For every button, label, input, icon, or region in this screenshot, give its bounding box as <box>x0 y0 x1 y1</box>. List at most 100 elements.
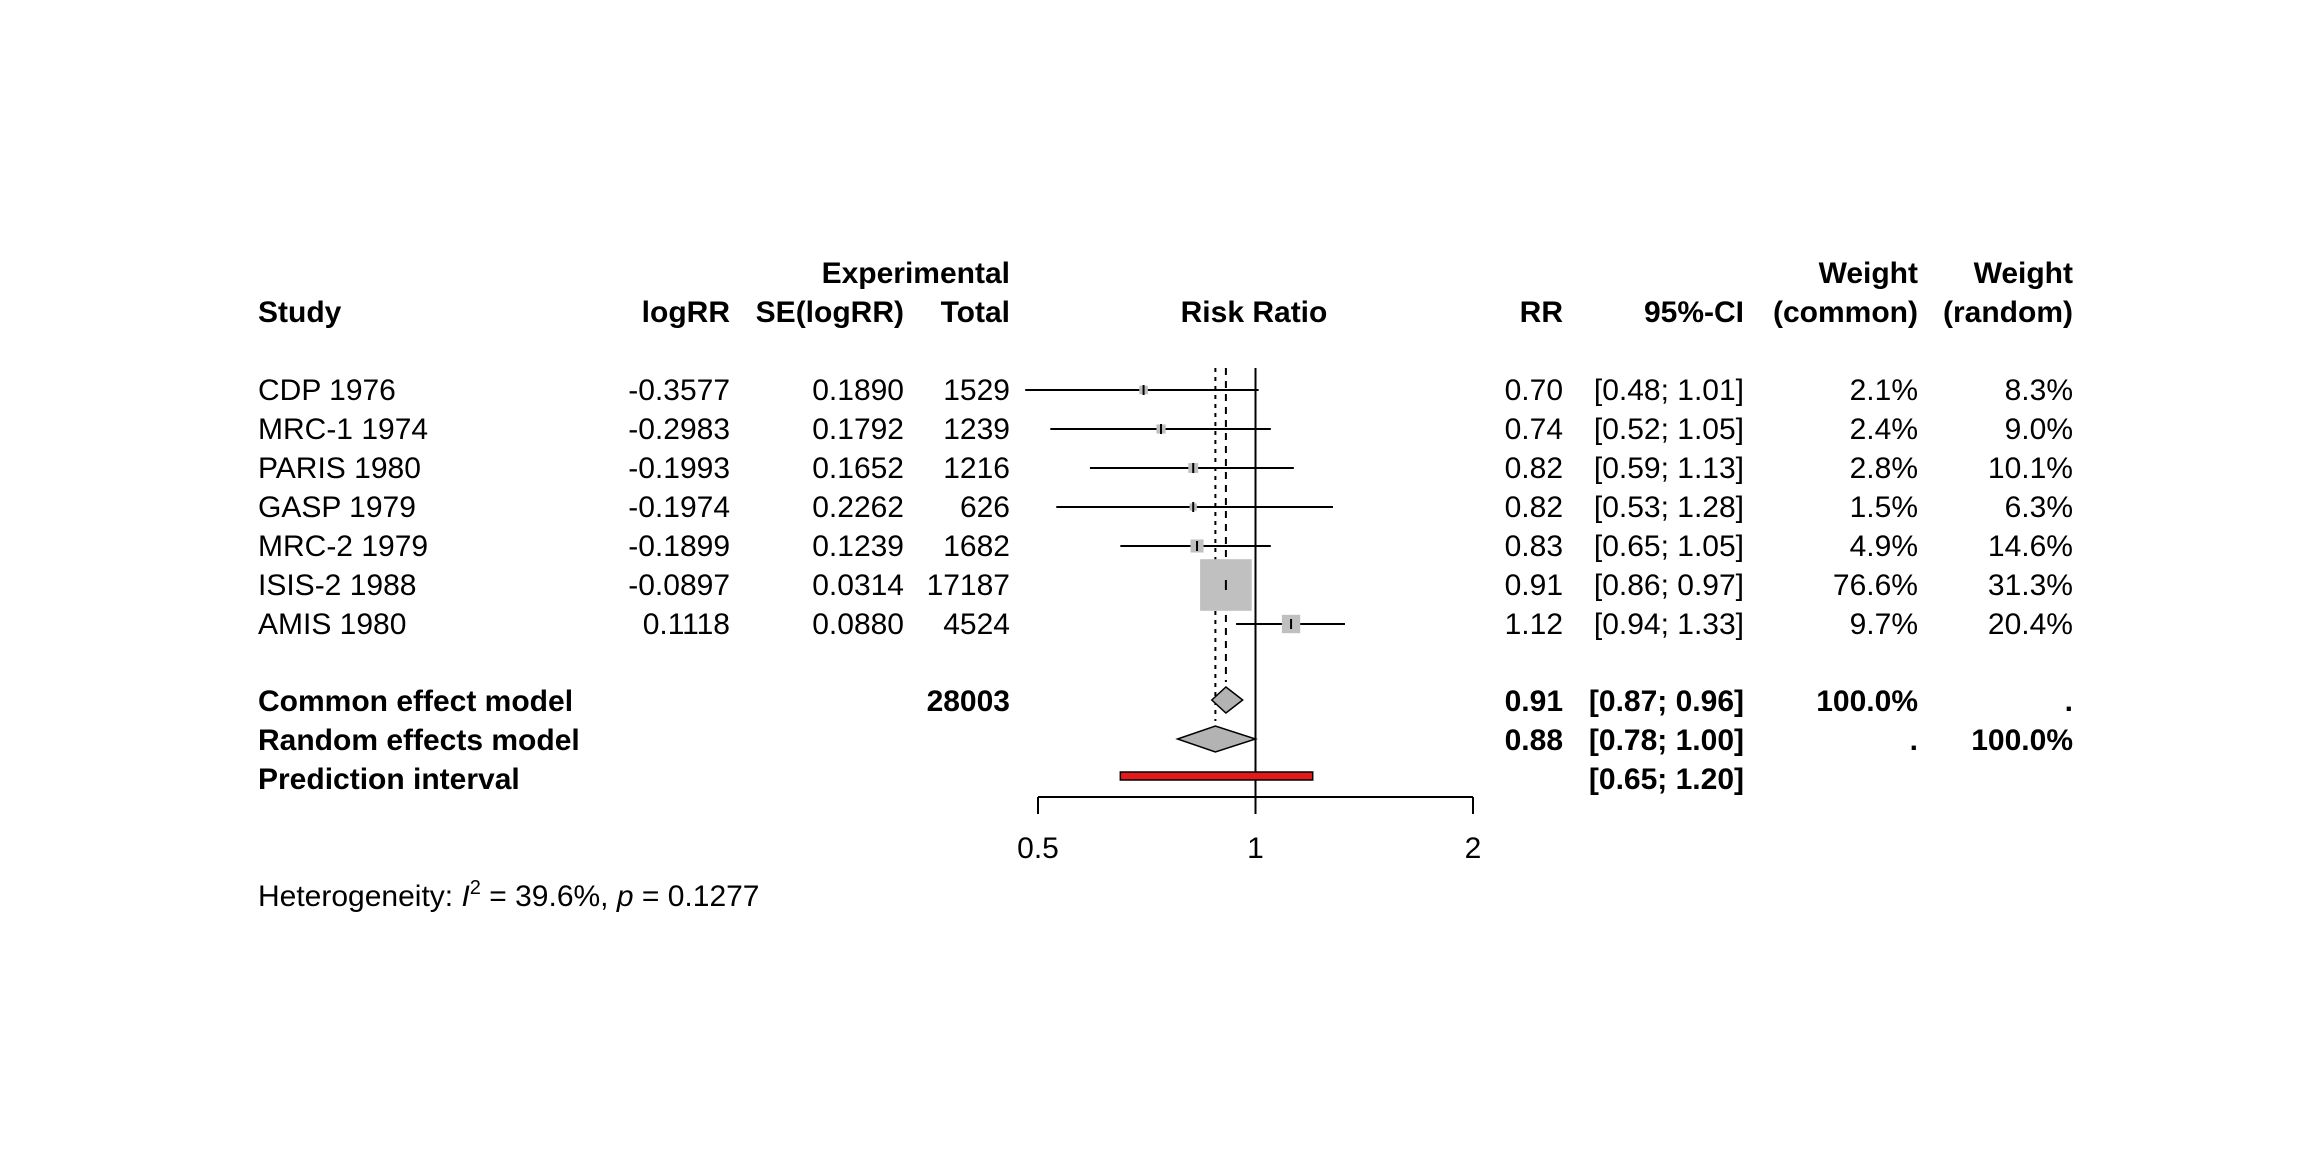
header-se: SE(logRR) <box>756 296 904 329</box>
study-logrr: -0.2983 <box>628 413 730 446</box>
common-weight-random: . <box>2065 685 2073 718</box>
study-se: 0.2262 <box>812 491 904 524</box>
study-total: 4524 <box>943 608 1010 641</box>
study-weight-random: 6.3% <box>2005 491 2073 524</box>
study-weight-common: 1.5% <box>1850 491 1918 524</box>
i2-symbol: I <box>461 880 469 913</box>
column-headers: Study logRR SE(logRR) Experimental Total… <box>258 257 2073 329</box>
study-se: 0.0880 <box>812 608 904 641</box>
prediction-label: Prediction interval <box>258 763 520 796</box>
x-tick-label: 2 <box>1465 832 1482 865</box>
random-ci: [0.78; 1.00] <box>1589 724 1744 757</box>
study-rr: 0.83 <box>1505 530 1563 563</box>
study-name: GASP 1979 <box>258 491 416 524</box>
study-ci: [0.94; 1.33] <box>1594 608 1744 641</box>
study-weight-common: 9.7% <box>1850 608 1918 641</box>
study-weight-random: 20.4% <box>1988 608 2073 641</box>
table-row: MRC-2 1979 -0.1899 0.1239 1682 0.83 [0.65; 1.… <box>258 530 2073 563</box>
i2-superscript: 2 <box>470 877 481 899</box>
study-name: CDP 1976 <box>258 374 396 407</box>
header-total: Total <box>941 296 1010 329</box>
study-logrr: -0.3577 <box>628 374 730 407</box>
table-row: GASP 1979 -0.1974 0.2262 626 0.82 [0.53; 1.28… <box>258 491 2073 524</box>
common-rr: 0.91 <box>1505 685 1563 718</box>
study-name: AMIS 1980 <box>258 608 406 641</box>
common-effect-diamond <box>1210 686 1244 714</box>
study-total: 17187 <box>927 569 1010 602</box>
random-rr: 0.88 <box>1505 724 1563 757</box>
x-axis: 0.5 1 2 <box>1017 796 1482 865</box>
study-rr: 1.12 <box>1505 608 1563 641</box>
table-row: CDP 1976 -0.3577 0.1890 1529 0.70 [0.48; 1.01… <box>258 374 2073 407</box>
summary-rows: Common effect model 28003 0.91 [0.87; 0.… <box>258 685 2073 796</box>
study-weight-random: 9.0% <box>2005 413 2073 446</box>
study-rr: 0.82 <box>1505 491 1563 524</box>
random-weight-random: 100.0% <box>1971 724 2073 757</box>
study-total: 1216 <box>943 452 1010 485</box>
table-row: PARIS 1980 -0.1993 0.1652 1216 0.82 [0.59; 1.… <box>258 452 2073 485</box>
heterogeneity-text: Heterogeneity: I2 = 39.6%, p = 0.1277 <box>258 877 760 913</box>
study-weight-random: 8.3% <box>2005 374 2073 407</box>
header-weight-random-1: Weight <box>1974 257 2073 290</box>
forest-marks <box>1025 368 1345 797</box>
random-effects-diamond <box>1175 725 1258 753</box>
study-ci: [0.86; 0.97] <box>1594 569 1744 602</box>
header-rr: RR <box>1520 296 1564 329</box>
study-rr: 0.70 <box>1505 374 1563 407</box>
study-ci: [0.52; 1.05] <box>1594 413 1744 446</box>
study-total: 626 <box>960 491 1010 524</box>
table-row: MRC-1 1974 -0.2983 0.1792 1239 0.74 [0.52; 1.… <box>258 413 2073 446</box>
study-weight-common: 2.1% <box>1850 374 1918 407</box>
random-weight-common: . <box>1910 724 1918 757</box>
table-row: ISIS-2 1988 -0.0897 0.0314 17187 0.91 [0.86; … <box>258 569 2073 602</box>
header-experimental: Experimental <box>822 257 1010 290</box>
study-logrr: -0.0897 <box>628 569 730 602</box>
random-label: Random effects model <box>258 724 580 757</box>
study-se: 0.0314 <box>812 569 904 602</box>
header-study: Study <box>258 296 342 329</box>
x-tick-label: 1 <box>1247 832 1264 865</box>
study-ci: [0.65; 1.05] <box>1594 530 1744 563</box>
study-logrr: -0.1993 <box>628 452 730 485</box>
common-weight-common: 100.0% <box>1816 685 1918 718</box>
prediction-interval-bar <box>1119 771 1314 781</box>
study-ci: [0.48; 1.01] <box>1594 374 1744 407</box>
study-total: 1682 <box>943 530 1010 563</box>
p-symbol: p <box>616 880 634 913</box>
common-label: Common effect model <box>258 685 573 718</box>
header-ci: 95%-CI <box>1644 296 1744 329</box>
study-rows: CDP 1976 -0.3577 0.1890 1529 0.70 [0.48; 1.01… <box>258 374 2073 641</box>
i2-value: = 39.6%, <box>481 880 617 913</box>
x-tick-label: 0.5 <box>1017 832 1059 865</box>
header-weight-random-2: (random) <box>1943 296 2073 329</box>
study-total: 1239 <box>943 413 1010 446</box>
study-name: MRC-2 1979 <box>258 530 428 563</box>
study-logrr: -0.1899 <box>628 530 730 563</box>
study-name: MRC-1 1974 <box>258 413 428 446</box>
study-se: 0.1792 <box>812 413 904 446</box>
study-weight-common: 76.6% <box>1833 569 1918 602</box>
study-logrr: 0.1118 <box>643 608 730 641</box>
study-weight-random: 10.1% <box>1988 452 2073 485</box>
prediction-ci: [0.65; 1.20] <box>1589 763 1744 796</box>
study-weight-random: 14.6% <box>1988 530 2073 563</box>
study-rr: 0.82 <box>1505 452 1563 485</box>
study-logrr: -0.1974 <box>628 491 730 524</box>
study-weight-random: 31.3% <box>1988 569 2073 602</box>
study-se: 0.1239 <box>812 530 904 563</box>
header-risk-ratio: Risk Ratio <box>1181 296 1328 329</box>
study-name: PARIS 1980 <box>258 452 421 485</box>
study-se: 0.1652 <box>812 452 904 485</box>
study-rr: 0.91 <box>1505 569 1563 602</box>
study-ci: [0.59; 1.13] <box>1594 452 1744 485</box>
header-logrr: logRR <box>642 296 731 329</box>
study-weight-common: 2.8% <box>1850 452 1918 485</box>
heterogeneity-prefix: Heterogeneity: <box>258 880 461 913</box>
study-rr: 0.74 <box>1505 413 1563 446</box>
study-ci: [0.53; 1.28] <box>1594 491 1744 524</box>
study-total: 1529 <box>943 374 1010 407</box>
common-total: 28003 <box>927 685 1010 718</box>
table-row: AMIS 1980 0.1118 0.0880 4524 1.12 [0.94; 1.33… <box>258 608 2073 641</box>
study-weight-common: 2.4% <box>1850 413 1918 446</box>
